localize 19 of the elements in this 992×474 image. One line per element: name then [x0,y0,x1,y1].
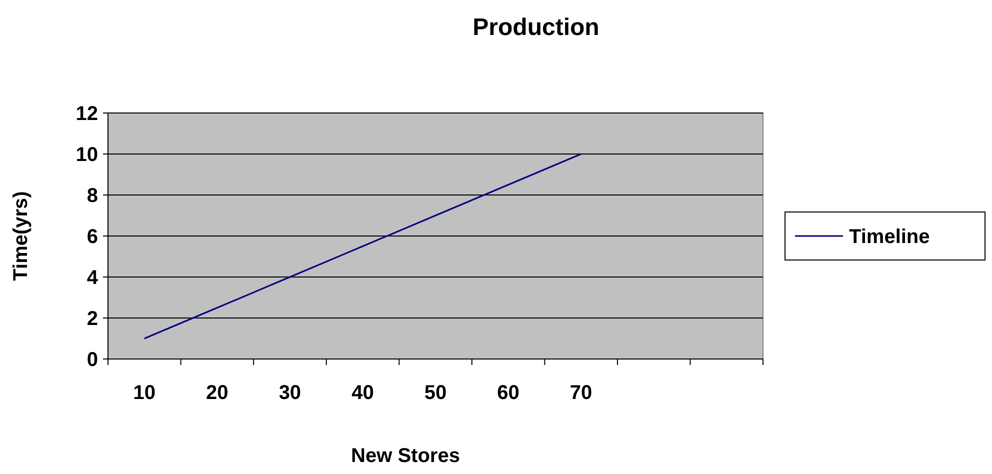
y-tick-label: 12 [76,103,98,125]
chart-title: Production [472,14,600,41]
x-tick-label: 40 [352,382,374,404]
x-tick-label: 10 [133,382,156,404]
y-tick-label: 4 [86,267,99,289]
y-tick-label: 2 [86,308,98,330]
line-series [144,153,582,340]
legend-label: Timeline [849,226,930,248]
y-tick-label: 6 [86,226,98,248]
x-tick-label: 20 [206,382,228,404]
x-tick-label: 50 [424,382,447,404]
x-axis-title: New Stores [351,445,460,467]
x-tick-label: 60 [497,382,520,404]
y-tick-label: 8 [86,185,98,207]
y-tick-label: 10 [76,144,98,166]
x-tick-label: 30 [278,382,302,404]
y-tick-label: 0 [86,349,98,371]
y-axis-title: Time(yrs) [10,191,32,281]
x-tick-label: 70 [570,382,592,404]
